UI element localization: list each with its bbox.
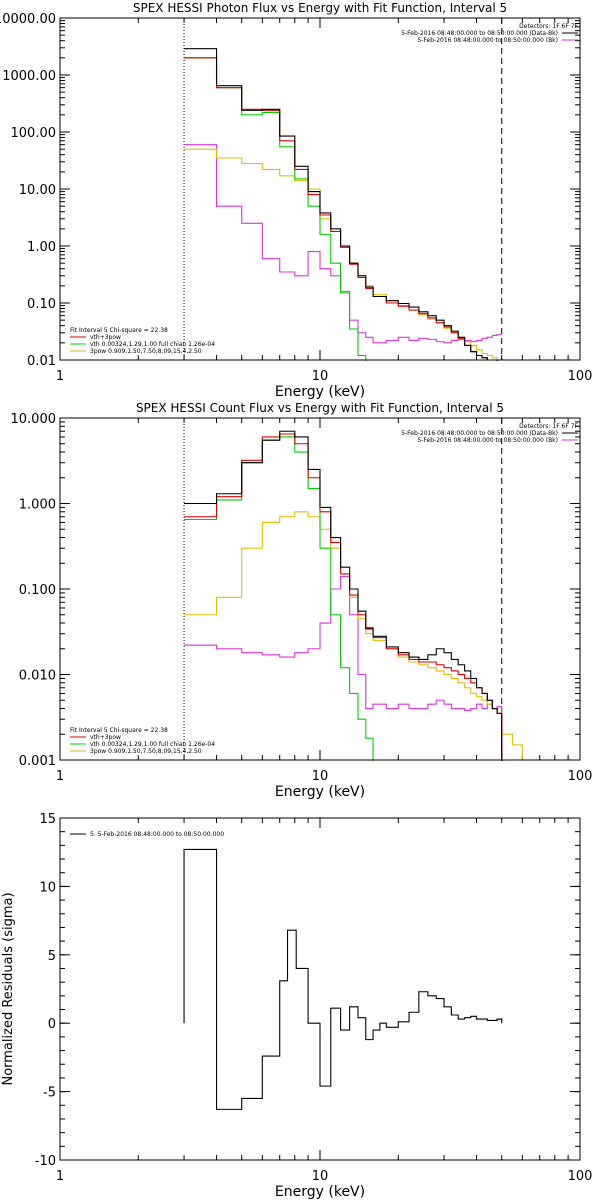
legend-bottom-text: 3pow 0.909,1.50,7.50,8.09,15.4,2.50 [90,348,202,355]
x-tick-label: 1 [56,769,64,784]
series-data-bk [184,430,503,761]
series-vth [184,436,374,761]
y-tick-label: 1000.00 [2,69,56,84]
legend-bottom-text: vth+3pow [90,734,121,741]
legend-top-text: Detectors: 1F 6F 7F [519,423,578,430]
x-axis-label: Energy (keV) [275,784,365,800]
y-tick-label: 10 [39,880,56,895]
plot-frame [59,817,581,1161]
y-tick-label: 0.100 [19,583,56,598]
chart-title: SPEX HESSI Count Flux vs Energy with Fit… [136,401,504,415]
series-bk [184,144,502,344]
series-vth-3pow [184,433,503,761]
chart-panel-1: 1 10 100 0.01 0.10 1.00 10.00 100.00 1000.00 1000… [0,1,592,400]
x-tick-label: 100 [568,769,593,784]
legend-top-text: Detectors: 1F 6F 7F [519,23,578,30]
y-tick-label: 10000.00 [0,12,56,27]
y-tick-label: -10 [35,1154,56,1169]
x-tick-label: 100 [568,1169,593,1184]
chart-panel-2: 1 10 100 0.001 0.010 0.100 1.000 10.000 SPEX HES… [11,401,593,800]
chart-panel-3: 1 10 100 -10 -5 0 5 10 15 Energy (keV) Normalized … [1,812,592,1200]
y-tick-label: 10.000 [11,412,57,427]
series-5- [183,848,503,1110]
plot-frame [59,17,581,361]
x-tick-label: 1 [56,1169,64,1184]
chart-title: SPEX HESSI Photon Flux vs Energy with Fi… [133,1,507,15]
series-data-bk [184,48,498,361]
y-tick-label: 10.00 [19,183,56,198]
legend-top-text: 5-Feb-2016 08:48:00.000 to 08:50:00.000 … [417,437,558,444]
legend-top-text: 5-Feb-2016 08:48:00.000 to 08:50:00.000 … [401,430,558,437]
y-tick-label: 0.01 [27,354,56,369]
x-tick-label: 10 [312,369,329,384]
y-tick-label: 1.000 [19,498,56,513]
plot-frame [59,417,581,761]
legend-bottom-text: 3pow 0.909,1.50,7.50,8.09,15.4,2.50 [90,748,202,755]
y-tick-label: 5 [48,949,56,964]
y-tick-label: 0 [48,1017,56,1032]
x-axis-label: Energy (keV) [275,1184,365,1200]
series-3pow [184,148,502,361]
legend-bottom-text: vth 0.00324,1.29,1.00 full chian 1.26e-0… [90,341,215,348]
x-tick-label: 10 [312,1169,329,1184]
y-tick-label: 0.001 [19,754,56,769]
y-tick-label: 0.010 [19,669,56,684]
legend-text: 5. 5-Feb-2016 08:48:00.000 to 08:50:00.0… [90,831,224,838]
x-axis-label: Energy (keV) [275,384,365,400]
y-tick-label: 100.00 [11,126,57,141]
y-tick-label: 0.10 [27,297,56,312]
y-tick-label: -5 [43,1086,56,1101]
y-tick-label: 1.00 [27,240,56,255]
y-axis-label: Normalized Residuals (sigma) [1,892,16,1085]
legend-bottom-text: vth+3pow [90,334,121,341]
series-vth-3pow [184,57,498,361]
series-vth [184,57,367,361]
legend-top-text: 5-Feb-2016 08:48:00.000 to 08:50:00.000 … [417,37,558,44]
y-tick-label: 15 [39,812,56,827]
series-bk [184,575,503,761]
legend-bottom-text: Fit Interval 5 Chi-square = 22.38 [70,327,168,334]
x-tick-label: 10 [312,769,329,784]
legend-bottom-text: vth 0.00324,1.29,1.00 full chian 1.26e-0… [90,741,215,748]
legend-top-text: 5-Feb-2016 08:48:00.000 to 08:50:00.000 … [401,30,558,37]
x-tick-label: 100 [568,369,593,384]
series-3pow [184,511,534,761]
legend-bottom-text: Fit Interval 5 Chi-square = 22.38 [70,727,168,734]
x-tick-label: 1 [56,369,64,384]
